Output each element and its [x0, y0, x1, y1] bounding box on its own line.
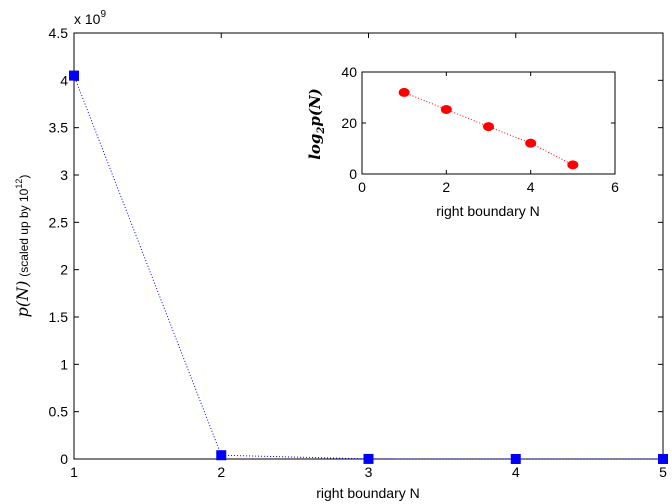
main-data-point [69, 70, 79, 81]
inset-data-point [483, 122, 494, 132]
inset-x-ticks: 0 2 4 6 [358, 72, 619, 195]
main-x-tick-label: 1 [70, 464, 78, 480]
main-x-tick-label: 4 [512, 464, 520, 480]
main-y-label-note-exp: 12 [14, 179, 24, 189]
inset-x-tick-label: 6 [611, 179, 619, 195]
inset-y-label-sub: 2 [316, 127, 327, 135]
main-exponent-power: 9 [100, 9, 106, 20]
main-y-tick-label: 4.5 [49, 25, 69, 41]
main-y-label-note: (scaled up by 10 [17, 188, 31, 276]
main-series-line [73, 75, 664, 460]
main-x-tick-label: 3 [365, 464, 373, 480]
inset-y-ticks: 0 20 40 [341, 64, 615, 182]
main-y-tick-label: 3.5 [49, 120, 69, 136]
svg-text:p(N) (scaled up by 1012): p(N) (scaled up by 1012) [13, 175, 32, 318]
inset-x-tick-label: 4 [527, 179, 535, 195]
inset-data-point [440, 104, 452, 114]
inset-y-label-base: log [306, 134, 324, 160]
main-y-tick-label: 1 [60, 356, 68, 372]
inset-data-point [567, 160, 579, 170]
main-exponent-label: x 109 [74, 9, 106, 27]
main-x-tick-label: 2 [217, 464, 225, 480]
main-y-tick-label: 0 [60, 451, 68, 467]
inset-series-markers [398, 87, 579, 170]
main-data-point [510, 453, 521, 464]
main-y-label-main: p(N) [13, 281, 32, 318]
main-y-tick-label: 2 [60, 262, 68, 278]
inset-y-axis-label: log2p(N) [306, 88, 327, 160]
main-x-tick-label: 5 [659, 464, 667, 480]
inset-y-tick-label: 0 [349, 166, 357, 182]
main-y-label-note-close: ) [17, 175, 31, 179]
main-data-point [363, 453, 374, 464]
main-data-point [216, 450, 227, 461]
inset-x-axis-label: right boundary N [436, 203, 540, 219]
main-y-axis-label: p(N) (scaled up by 1012) [13, 175, 32, 318]
main-y-tick-label: 1.5 [49, 309, 69, 325]
main-series-markers [69, 70, 668, 464]
inset-data-point [398, 87, 410, 97]
inset-x-tick-label: 0 [358, 179, 366, 195]
main-y-tick-label: 4 [60, 72, 68, 88]
main-y-ticks: 0 0.5 1 1.5 2 2.5 3 3.5 4 4.5 [49, 25, 663, 467]
main-y-tick-label: 2.5 [49, 214, 69, 230]
main-exponent-prefix: x 10 [74, 11, 101, 27]
main-x-ticks: 1 2 3 4 5 [70, 33, 667, 480]
inset-y-tick-label: 20 [341, 115, 357, 131]
inset-data-point [525, 138, 537, 148]
main-y-tick-label: 0.5 [49, 404, 69, 420]
svg-text:log2p(N): log2p(N) [306, 88, 327, 160]
inset-y-label-rest: p(N) [306, 88, 324, 126]
main-data-point [658, 453, 668, 464]
inset-y-tick-label: 40 [341, 64, 357, 80]
main-x-axis-label: right boundary N [316, 485, 420, 501]
inset-x-tick-label: 2 [442, 179, 450, 195]
main-y-tick-label: 3 [60, 167, 68, 183]
